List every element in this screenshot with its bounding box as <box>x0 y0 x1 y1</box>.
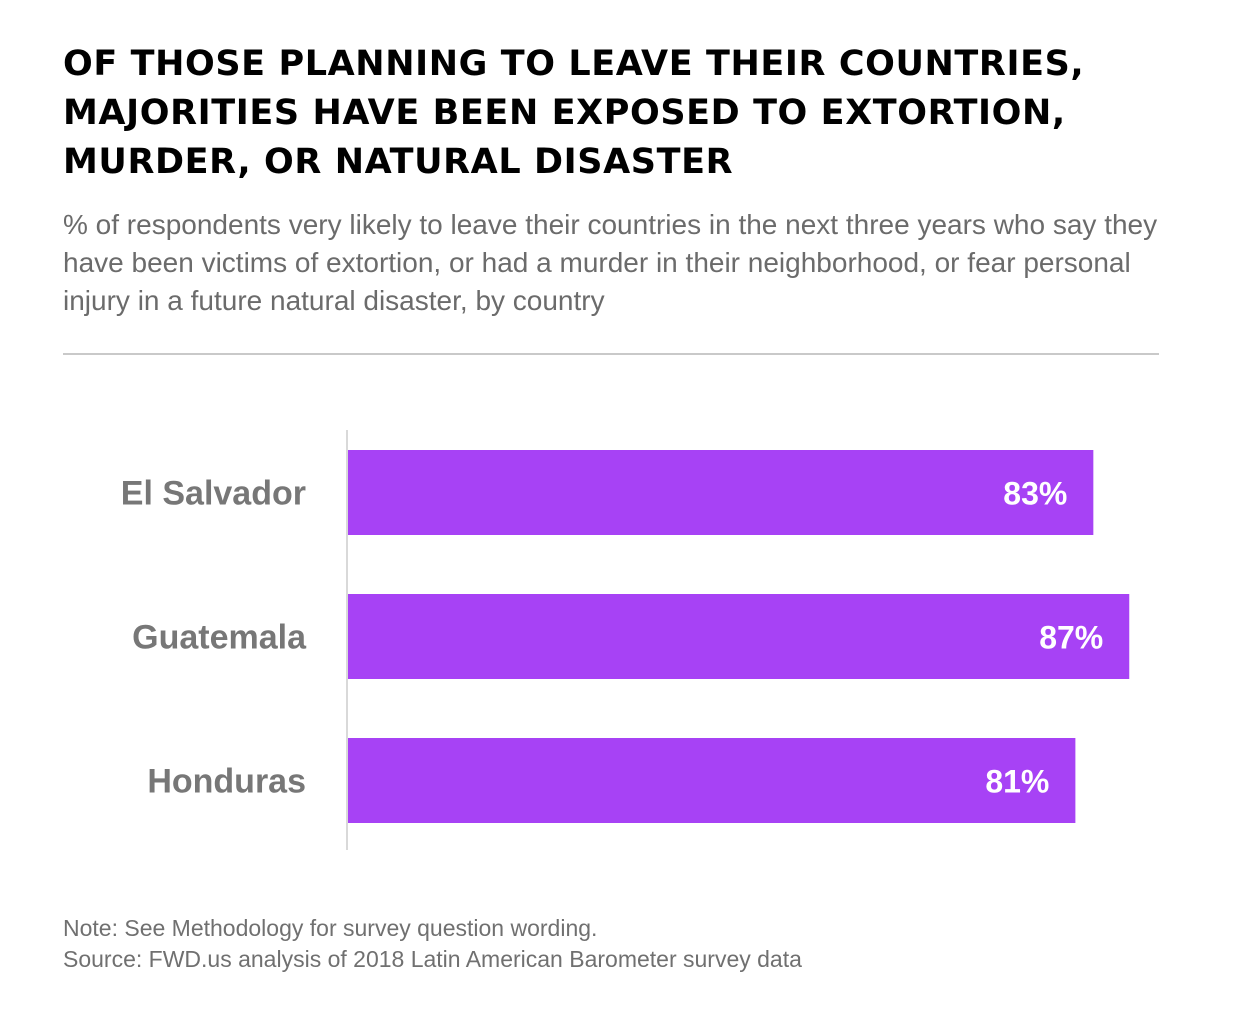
chart-title: OF THOSE PLANNING TO LEAVE THEIR COUNTRI… <box>63 44 1085 182</box>
chart-subtitle: % of respondents very likely to leave th… <box>63 209 1158 316</box>
bar-chart: El Salvador 83% Guatemala 87% Honduras 81% <box>121 430 1130 850</box>
category-label-guatemala: Guatemala <box>132 619 307 657</box>
chart-source: Source: FWD.us analysis of 2018 Latin Am… <box>63 946 802 972</box>
value-label-guatemala: 87% <box>1039 620 1103 656</box>
bar-honduras <box>348 738 1076 823</box>
bars-group: El Salvador 83% Guatemala 87% Honduras 81% <box>121 450 1130 823</box>
category-label-el-salvador: El Salvador <box>121 475 306 513</box>
value-label-honduras: 81% <box>985 764 1049 800</box>
category-label-honduras: Honduras <box>147 763 306 801</box>
value-label-el-salvador: 83% <box>1003 476 1067 512</box>
bar-el-salvador <box>348 450 1094 535</box>
header-divider <box>63 353 1159 355</box>
chart-note: Note: See Methodology for survey questio… <box>63 915 598 941</box>
bar-guatemala <box>348 594 1130 679</box>
